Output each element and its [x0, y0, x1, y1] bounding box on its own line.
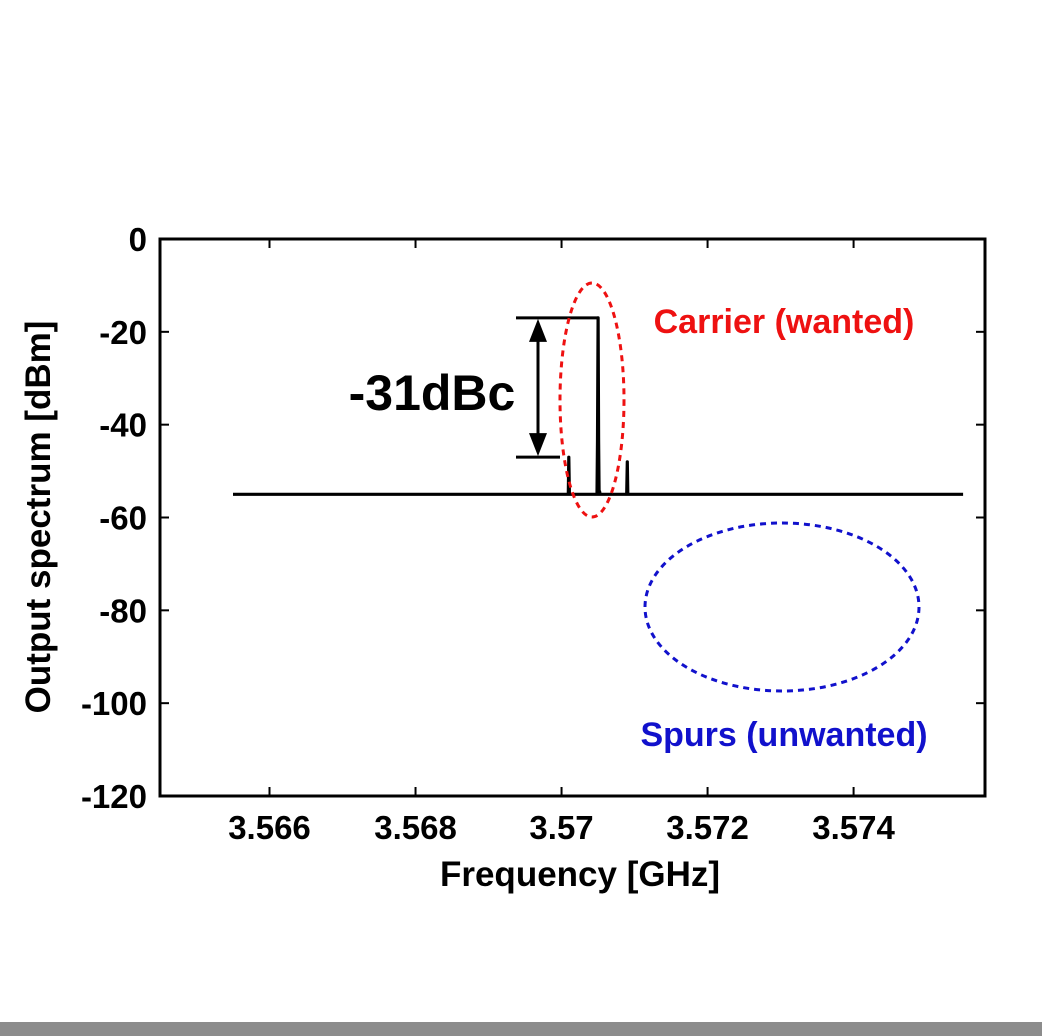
x-tick-label: 3.572: [666, 809, 749, 846]
spurs-label: Spurs (unwanted): [640, 716, 927, 754]
x-tick-label: 3.568: [374, 809, 457, 846]
carrier-highlight-ellipse: [558, 281, 626, 519]
y-tick-label: -120: [81, 778, 147, 815]
y-tick-label: -60: [99, 500, 147, 537]
axis-tick-labels: 3.566 3.568 3.57 3.572 3.574 0 -20 -40 -60 -80 -10…: [81, 221, 896, 846]
x-axis-title: Frequency [GHz]: [440, 855, 720, 894]
x-tick-label: 3.57: [529, 809, 593, 846]
annotations: -31dBc Carrier (wanted) Spurs (unwanted): [349, 281, 928, 754]
y-axis-title: Output spectrum [dBm]: [19, 321, 58, 714]
dbc-label: -31dBc: [349, 365, 516, 421]
y-tick-label: -80: [99, 592, 147, 629]
y-tick-label: -20: [99, 314, 147, 351]
x-tick-label: 3.566: [228, 809, 311, 846]
axis-ticks: [160, 238, 985, 797]
dbc-arrow-up-icon: [529, 318, 547, 342]
footer-bar: [0, 1022, 1042, 1036]
spurs-highlight-ellipse: [643, 521, 921, 693]
spectrum-trace: [231, 316, 965, 496]
x-tick-label: 3.574: [812, 809, 895, 846]
y-tick-label: -40: [99, 407, 147, 444]
dbc-arrow-down-icon: [529, 433, 547, 457]
spectrum-line: [231, 316, 965, 496]
y-tick-label: -100: [81, 685, 147, 722]
carrier-label: Carrier (wanted): [654, 303, 915, 341]
y-tick-label: 0: [129, 221, 147, 258]
